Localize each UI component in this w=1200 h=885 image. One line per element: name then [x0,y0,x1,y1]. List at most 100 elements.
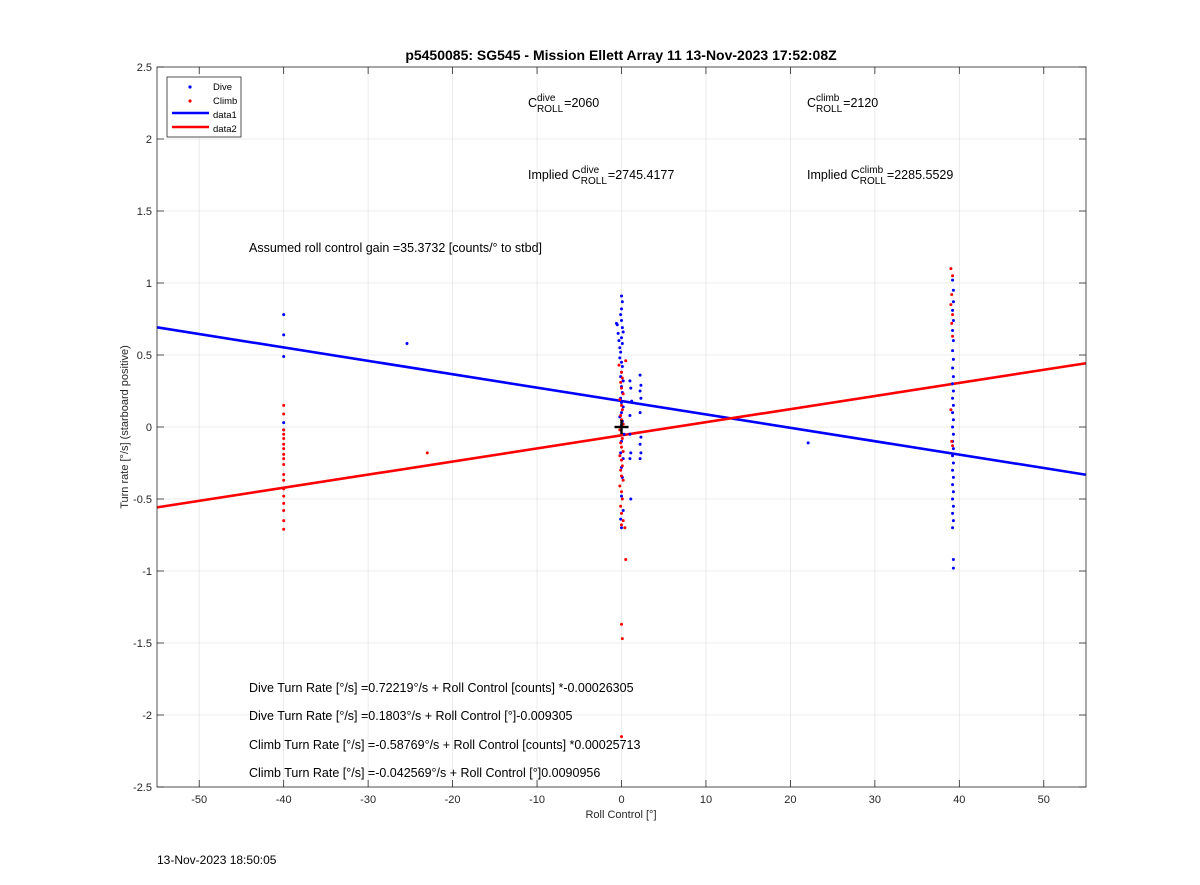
climb-point [620,458,623,462]
origin-marker [614,420,629,434]
coef-superscript: dive [581,165,600,176]
climb-point [620,511,623,515]
climb-point [621,519,625,523]
dive-point [639,451,643,455]
dive-point [282,333,286,337]
coef-subscript: ROLL [537,104,564,115]
coef-prefix: C [528,96,537,110]
legend: Dive Climb data1 data2 [166,76,242,138]
climb-point [619,468,623,472]
dive-point [620,336,623,340]
climb-point [620,497,624,501]
dive-point [628,432,632,436]
dive-point [951,468,955,472]
dive-point [638,442,642,446]
climb-point [620,637,624,641]
climb-point [618,398,622,402]
dive-point [951,447,955,451]
climb-point [618,454,622,458]
dive-point [951,357,955,361]
climb-point [425,451,429,455]
dive-point [951,396,955,400]
dive-point [951,557,955,561]
dive-point [622,432,626,436]
dive-point [619,517,623,521]
climb-point [949,303,953,307]
climb-point [951,444,955,448]
dive-point [620,494,623,498]
dive-point [951,504,955,508]
coef-superscript: climb [816,93,840,104]
dive-point [621,330,625,334]
dive-point [951,461,955,465]
climb-point [620,370,623,374]
dive-point [620,300,624,304]
dive-point [620,294,623,298]
dive-point [405,341,409,345]
climb-degrees-equation: Climb Turn Rate [°/s] =-0.042569°/s + Ro… [249,766,600,780]
legend-label: data1 [213,110,237,121]
climb-point [620,376,624,380]
coef-subscript: ROLL [581,176,608,187]
x-tick-label: -20 [445,794,461,806]
dive-point [951,432,955,436]
dive-point [951,308,955,312]
y-tick-label: -2 [142,710,152,722]
climb-point [624,557,628,561]
climb-point [282,428,286,432]
y-tick-label: 1 [146,278,152,290]
x-tick-label: 30 [869,794,881,806]
dive-point [621,509,625,513]
dive-point [639,435,643,439]
climb-point [949,267,953,271]
y-tick-label: -1.5 [133,638,152,650]
scatter-points [282,267,955,739]
climb-point [282,473,286,477]
climb-point [619,413,623,417]
dive-point [639,396,643,400]
climb-point [620,408,624,412]
y-tick-label: 2.5 [137,62,152,74]
dive-point [620,307,623,311]
y-tick-label: -1 [142,566,152,578]
coef-value: =2120 [843,96,878,110]
climb-point [620,490,623,494]
dive-point [951,483,955,487]
print-timestamp: 13-Nov-2023 18:50:05 [157,853,277,867]
dive-point [628,457,632,461]
coef-subscript: ROLL [860,176,887,187]
dive-point [620,341,624,345]
coef-prefix: Implied C [528,168,581,182]
coef-prefix: C [807,96,816,110]
coef-value: =2060 [564,96,599,110]
climb-point [951,274,955,278]
climb-point [282,447,286,451]
climb-point [620,474,623,478]
axis-ticks: -50 -40 -30 -20 -10 0 10 20 30 40 50 2.5 2 1.5 1 0.5 0 -0… [133,62,1086,806]
climb-point [624,359,628,363]
legend-label: Climb [213,96,237,107]
climb-point [282,412,286,416]
dive-point [951,418,955,422]
legend-label: Dive [213,82,232,93]
climb-point [950,293,954,297]
dive-point [619,313,623,317]
dive-point [951,425,955,429]
dive-point [629,497,633,501]
y-tick-label: 2 [146,134,152,146]
coef-prefix: Implied C [807,168,860,182]
dive-point [951,288,955,292]
legend-label: data2 [213,124,237,135]
dive-point [628,379,632,383]
climb-point [282,442,286,446]
climb-point [282,457,286,461]
climb-point [620,437,624,441]
climb-point [620,386,623,390]
climb-point [621,392,625,396]
climb-point [620,445,623,449]
dive-point [951,526,955,530]
climb-point [951,334,955,338]
coef-superscript: climb [860,165,884,176]
x-axis-label: Roll Control [°] [585,809,656,821]
